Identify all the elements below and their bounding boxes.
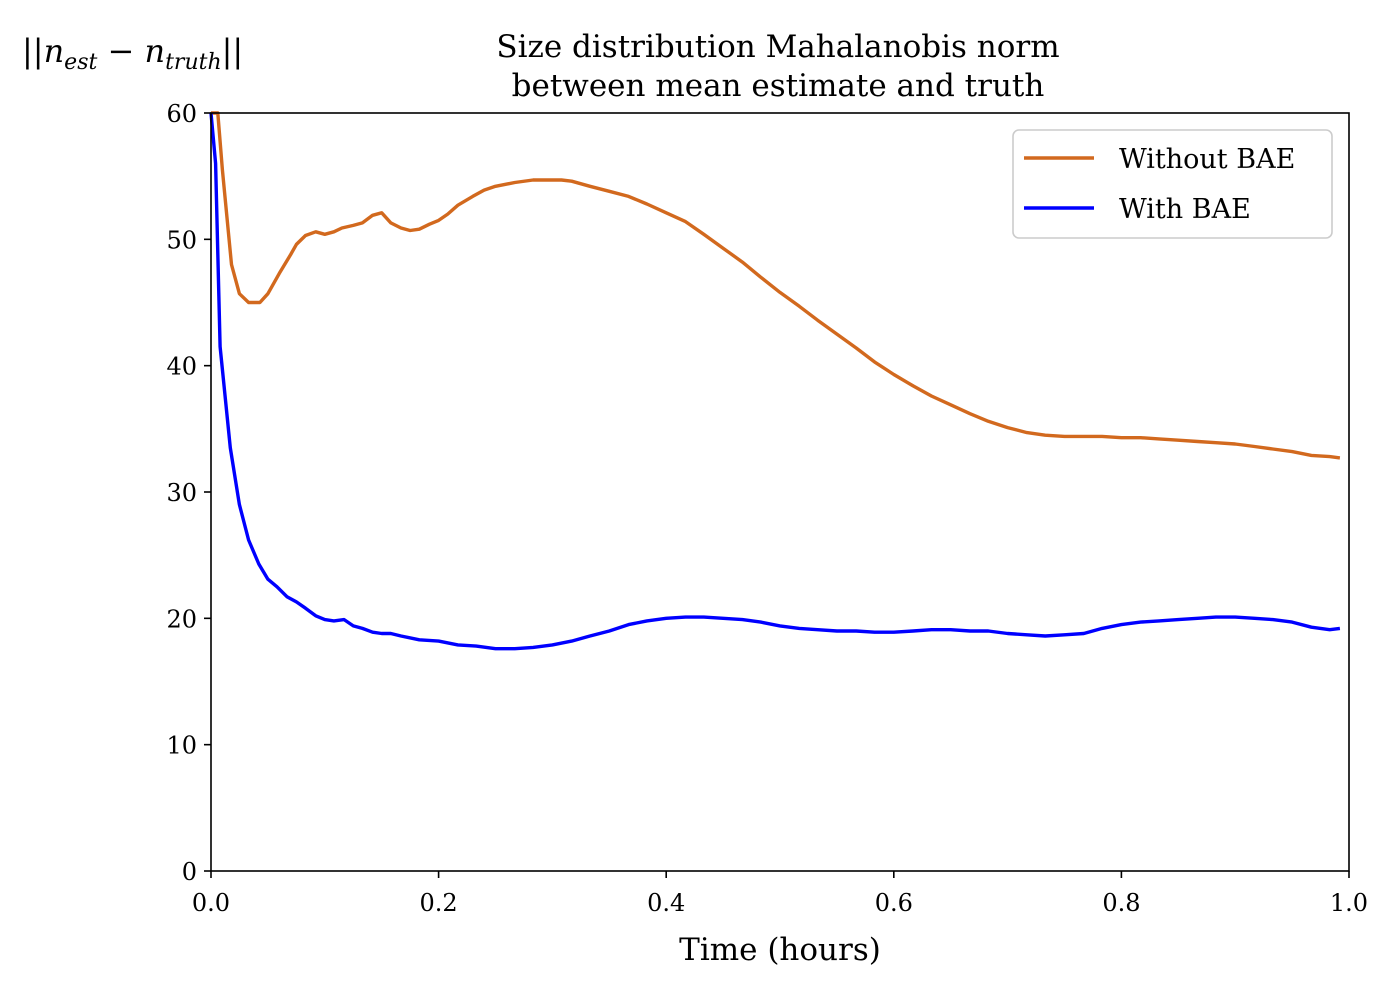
y-tick-label: 40 <box>166 353 197 381</box>
y-label-sub1: est <box>64 50 97 75</box>
x-axis-label: Time (hours) <box>679 932 881 968</box>
y-tick-label: 30 <box>166 479 197 507</box>
x-tick-label: 0.4 <box>647 889 685 917</box>
series-group <box>209 111 1341 651</box>
legend-label-without-bae: Without BAE <box>1119 144 1295 175</box>
y-label-bars-right: || <box>222 32 244 70</box>
x-tick-label: 0.2 <box>420 889 458 917</box>
y-axis-label: ||nest − ntruth|| <box>22 32 243 75</box>
y-tick-label: 60 <box>166 100 197 128</box>
y-tick-label: 20 <box>166 605 197 633</box>
y-label-minus: − <box>97 32 144 70</box>
series-line-without-bae <box>211 111 1341 460</box>
chart-title-line-2: between mean estimate and truth <box>512 68 1045 104</box>
x-tick-label: 0.6 <box>875 889 913 917</box>
x-ticks: 0.0 0.2 0.4 0.6 0.8 1.0 <box>192 871 1368 917</box>
legend: Without BAE With BAE <box>1012 129 1333 239</box>
y-label-sub2: truth <box>165 50 222 75</box>
y-tick-label: 0 <box>182 858 197 886</box>
y-tick-label: 50 <box>166 226 197 254</box>
x-tick-label: 1.0 <box>1330 889 1368 917</box>
y-tick-label: 10 <box>166 732 197 760</box>
y-label-bars-left: || <box>22 32 44 70</box>
y-label-n2: n <box>144 32 165 70</box>
chart-title-line-1: Size distribution Mahalanobis norm <box>496 29 1059 65</box>
legend-label-with-bae: With BAE <box>1119 194 1251 225</box>
series-line-with-bae <box>209 112 1341 651</box>
x-tick-label: 0.8 <box>1102 889 1140 917</box>
x-tick-label: 0.0 <box>192 889 230 917</box>
y-label-n1: n <box>44 32 65 70</box>
y-ticks: 0 10 20 30 40 50 60 <box>166 100 211 886</box>
